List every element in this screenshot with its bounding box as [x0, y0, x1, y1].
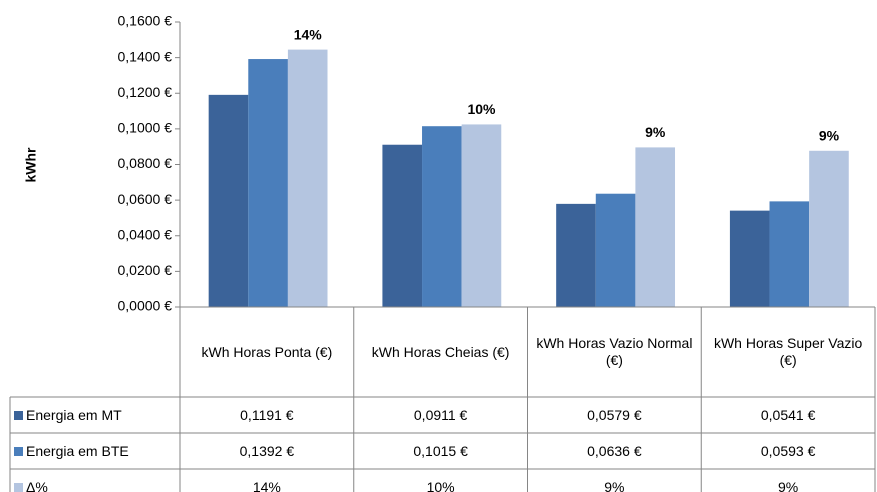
- y-axis-label: kWhr: [23, 147, 39, 183]
- data-label: 9%: [645, 124, 666, 140]
- y-tick-label: 0,1000 €: [118, 120, 173, 136]
- legend-entry: Energia em BTE: [10, 433, 180, 469]
- table-value: 14%: [252, 478, 281, 492]
- legend-key: [14, 410, 23, 420]
- table-value: 0,0593 €: [760, 442, 816, 459]
- legend-label: Energia em MT: [26, 407, 122, 423]
- data-label: 14%: [294, 26, 323, 42]
- data-label: 10%: [467, 101, 496, 117]
- x-tick-label: kWh Horas Vazio Normal (€): [536, 335, 693, 368]
- table-value: 0,1392 €: [239, 442, 295, 459]
- table-value: 0,1015 €: [413, 442, 468, 459]
- bar: [422, 126, 462, 307]
- legend-entry: Δ%: [10, 469, 180, 492]
- legend-key: [14, 482, 23, 492]
- bar: [556, 203, 596, 307]
- y-tick-label: 0,0600 €: [118, 191, 173, 207]
- data-label: 9%: [819, 127, 840, 143]
- y-tick-label: 0,0000 €: [118, 298, 173, 314]
- bar: [382, 144, 423, 307]
- y-tick-label: 0,1400 €: [118, 48, 173, 64]
- x-tick-label: kWh Horas Super Vazio (€): [713, 335, 863, 368]
- table-value: 0,0911 €: [413, 406, 468, 423]
- table-value: 0,1191 €: [240, 406, 294, 423]
- legend-label: Δ%: [26, 479, 48, 492]
- table-value: 0,0579 €: [587, 406, 642, 423]
- bar: [248, 59, 288, 307]
- table-value: 10%: [426, 478, 455, 492]
- y-tick-label: 0,0800 €: [118, 155, 173, 171]
- table-value: 0,0541 €: [760, 406, 816, 423]
- y-tick-label: 0,0200 €: [118, 262, 173, 278]
- y-tick-label: 0,0400 €: [118, 226, 173, 242]
- x-tick-label: kWh Horas Ponta (€): [201, 343, 333, 360]
- legend-label: Energia em BTE: [26, 443, 129, 459]
- bar: [635, 147, 676, 307]
- legend-entry: Energia em MT: [10, 397, 180, 433]
- y-tick-label: 0,1600 €: [118, 13, 173, 29]
- bar: [461, 124, 502, 307]
- bar: [595, 193, 636, 307]
- bar: [729, 210, 770, 307]
- table-value: 9%: [604, 478, 625, 492]
- y-tick-label: 0,1200 €: [118, 84, 173, 100]
- legend-key: [14, 446, 23, 456]
- bar: [769, 201, 810, 307]
- bar: [287, 49, 328, 307]
- table-value: 0,0636 €: [587, 442, 642, 459]
- bar: [809, 150, 849, 307]
- bar: [208, 94, 249, 308]
- x-tick-label: kWh Horas Cheias (€): [371, 343, 510, 360]
- table-value: 9%: [778, 478, 799, 492]
